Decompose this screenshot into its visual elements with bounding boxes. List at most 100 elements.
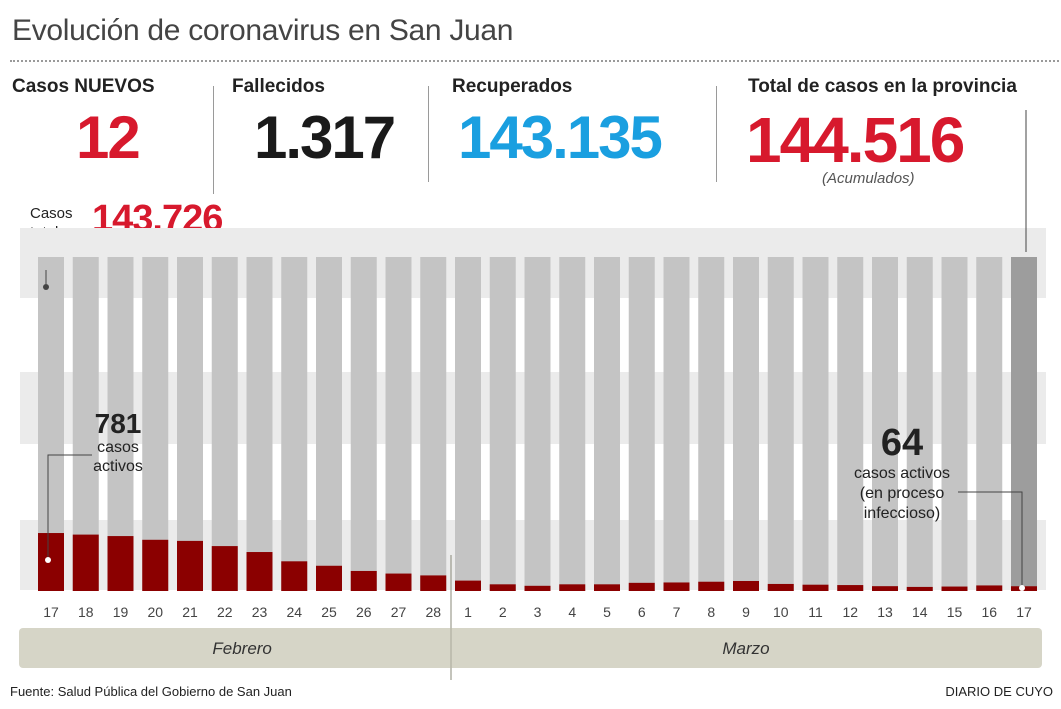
start-leader-dot [45,557,51,563]
total-label: Total de casos en la provincia [748,76,1017,97]
total-bar-3 [142,257,169,591]
month-bar-bg [19,628,1042,668]
active-bar-24 [872,586,898,591]
active-bar-10 [385,573,412,591]
total-bar-2 [107,257,134,591]
active-bar-6 [246,552,273,591]
x-tick-14: 3 [534,604,542,620]
total-bar-18 [663,257,690,591]
total-bar-8 [316,257,342,591]
x-tick-17: 6 [638,604,646,620]
total-bar-11 [420,257,447,591]
active-bar-18 [663,582,690,591]
x-tick-4: 21 [182,604,198,620]
x-tick-12: 1 [464,604,472,620]
source-text: Fuente: Salud Pública del Gobierno de Sa… [10,684,292,699]
active-bar-15 [559,584,586,591]
active-bar-13 [489,584,516,591]
total-bar-26 [941,257,968,591]
recuperados-label: Recuperados [452,76,573,97]
total-bar-4 [177,257,203,591]
active-bar-17 [628,582,655,591]
x-tick-1: 18 [78,604,94,620]
total-bar-5 [211,257,238,591]
total-bar-21 [767,257,794,591]
active-bar-0 [38,533,64,591]
x-tick-22: 11 [808,604,823,620]
active-bar-7 [281,561,308,591]
active-bar-19 [698,581,725,591]
nuevos-label: Casos NUEVOS [12,76,155,97]
active-bar-26 [941,586,968,591]
x-tick-18: 7 [673,604,681,620]
start-leader [47,454,92,560]
x-tick-0: 17 [43,604,59,620]
x-tick-3: 20 [147,604,163,620]
separator-3 [716,86,717,182]
active-bar-23 [837,585,864,591]
total-bar-17 [628,257,655,591]
total-bar-24 [872,257,898,591]
annotations: 781 casos activos 64 casos activos (en p… [43,110,1027,591]
end-line3: infeccioso) [864,505,940,522]
x-tick-20: 9 [742,604,750,620]
x-tick-19: 8 [707,604,715,620]
x-tick-11: 28 [425,604,441,620]
total-bar-12 [455,257,481,591]
x-tick-5: 22 [217,604,233,620]
x-tick-27: 16 [981,604,997,620]
x-tick-16: 5 [603,604,611,620]
x-tick-10: 27 [391,604,407,620]
total-bar-7 [281,257,308,591]
total-bar-14 [524,257,551,591]
x-tick-25: 14 [912,604,928,620]
active-bar-21 [767,583,794,591]
fallecidos-value: 1.317 [254,104,396,171]
total-note: (Acumulados) [822,170,915,187]
month-bar: Febrero Marzo [19,555,1042,680]
bars [38,257,1037,591]
active-bar-14 [524,585,551,591]
nuevos-value: 12 [76,104,141,171]
total-bar-9 [350,257,377,591]
x-tick-15: 4 [568,604,576,620]
active-bar-5 [211,546,238,591]
total-bar-13 [489,257,516,591]
x-tick-7: 24 [286,604,302,620]
active-bar-12 [455,580,481,591]
active-bar-11 [420,575,447,591]
active-bar-27 [976,585,1003,591]
x-tick-21: 10 [773,604,789,620]
x-tick-13: 2 [499,604,507,620]
active-bar-9 [350,570,377,591]
x-tick-8: 25 [321,604,337,620]
separator-2 [428,86,429,182]
x-tick-6: 23 [252,604,268,620]
page-title: Evolución de coronavirus en San Juan [12,14,514,47]
active-bar-25 [906,586,933,591]
x-tick-labels: 17 18 19 20 21 22 23 24 25 26 27 28 1 2 3 4 5 6 7 8 9 10 11 12 1… [43,604,1032,620]
start-line2: activos [93,458,143,475]
total-bar-23 [837,257,864,591]
total-bar-19 [698,257,725,591]
totals-leader-dot [43,284,49,290]
recuperados-value: 143.135 [458,104,663,171]
total-value: 144.516 [746,104,965,176]
total-bar-6 [246,257,273,591]
total-bar-20 [733,257,759,591]
fallecidos-label: Fallecidos [232,76,325,97]
active-bar-4 [177,540,203,591]
active-bar-2 [107,536,134,591]
x-tick-2: 19 [113,604,129,620]
total-bar-16 [594,257,620,591]
total-bar-25 [906,257,933,591]
end-line1: casos activos [854,465,950,482]
active-bar-22 [802,584,829,591]
casos-totales-label-1: Casos [30,205,73,222]
total-bar-27 [976,257,1003,591]
x-tick-26: 15 [947,604,963,620]
month-label-0: Febrero [212,639,272,658]
x-tick-9: 26 [356,604,372,620]
total-bar-22 [802,257,829,591]
